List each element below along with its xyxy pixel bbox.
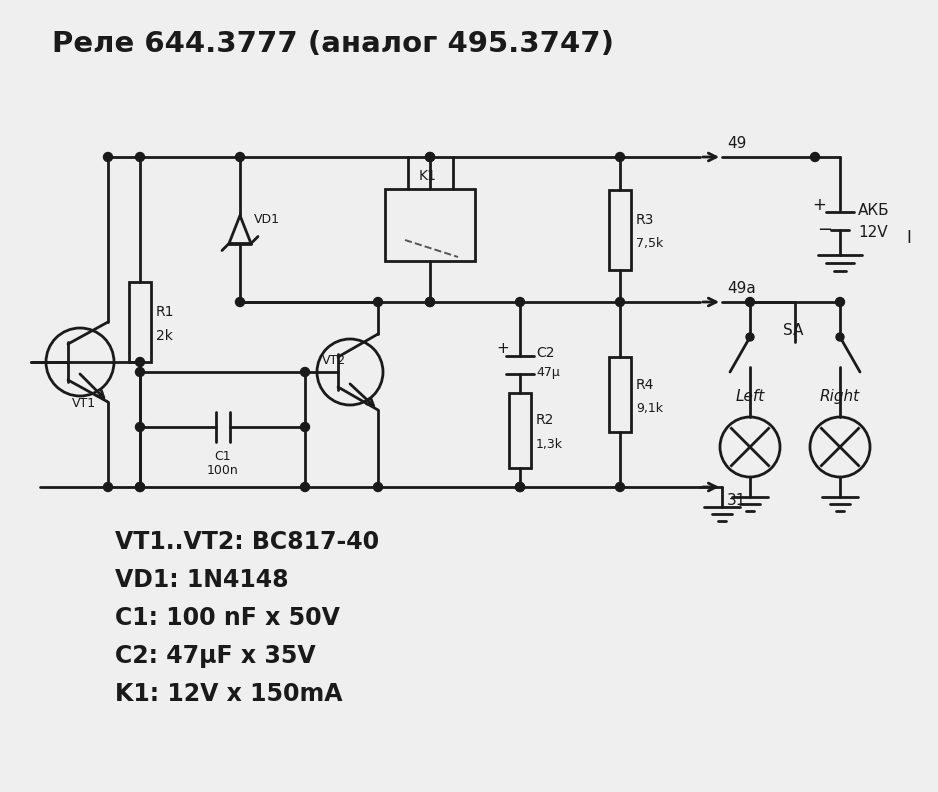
- Circle shape: [615, 153, 625, 162]
- Circle shape: [103, 482, 113, 492]
- Text: +: +: [812, 196, 825, 214]
- Circle shape: [810, 153, 820, 162]
- Text: I: I: [906, 229, 911, 247]
- Circle shape: [135, 367, 144, 376]
- Text: 7,5k: 7,5k: [636, 237, 663, 250]
- Bar: [509, 393, 531, 468]
- Text: VD1: 1N4148: VD1: 1N4148: [115, 568, 289, 592]
- Circle shape: [836, 298, 844, 307]
- Text: R4: R4: [636, 378, 655, 391]
- Text: Left: Left: [735, 389, 764, 404]
- Text: C1: C1: [214, 450, 231, 463]
- Text: VT1..VT2: BC817-40: VT1..VT2: BC817-40: [115, 530, 379, 554]
- Circle shape: [235, 298, 245, 307]
- Text: 1,3k: 1,3k: [536, 438, 563, 451]
- Text: VT2: VT2: [322, 354, 346, 367]
- Circle shape: [235, 153, 245, 162]
- Text: C1: 100 nF x 50V: C1: 100 nF x 50V: [115, 606, 340, 630]
- Circle shape: [300, 422, 310, 432]
- Text: VT1: VT1: [72, 397, 96, 410]
- Text: 100n: 100n: [206, 464, 238, 477]
- Circle shape: [516, 482, 524, 492]
- Text: 49a: 49a: [727, 281, 756, 296]
- Text: 9,1k: 9,1k: [636, 402, 663, 415]
- Circle shape: [300, 482, 310, 492]
- Text: R1: R1: [156, 305, 174, 319]
- Text: 31: 31: [727, 493, 747, 508]
- Circle shape: [373, 298, 383, 307]
- Text: 47μ: 47μ: [536, 366, 560, 379]
- Text: C2: 47μF x 35V: C2: 47μF x 35V: [115, 644, 315, 668]
- Text: K1: 12V x 150mA: K1: 12V x 150mA: [115, 682, 342, 706]
- Text: +: +: [496, 341, 508, 356]
- Text: 12V: 12V: [858, 224, 887, 239]
- Text: Реле 644.3777 (аналог 495.3747): Реле 644.3777 (аналог 495.3747): [52, 30, 614, 58]
- Circle shape: [426, 153, 434, 162]
- Circle shape: [746, 298, 754, 307]
- Bar: [129, 282, 151, 362]
- Circle shape: [746, 333, 754, 341]
- Circle shape: [103, 153, 113, 162]
- Circle shape: [426, 153, 434, 162]
- Circle shape: [516, 482, 524, 492]
- Text: 49: 49: [727, 136, 747, 151]
- Text: R3: R3: [636, 212, 655, 227]
- Bar: [609, 189, 631, 269]
- Text: C2: C2: [536, 345, 554, 360]
- Text: VD1: VD1: [254, 213, 280, 226]
- Text: −: −: [817, 221, 832, 239]
- Circle shape: [426, 298, 434, 307]
- Text: K1: K1: [419, 169, 437, 183]
- Circle shape: [135, 482, 144, 492]
- Circle shape: [426, 298, 434, 307]
- Bar: [609, 357, 631, 432]
- Circle shape: [135, 153, 144, 162]
- Circle shape: [615, 482, 625, 492]
- Circle shape: [516, 298, 524, 307]
- Circle shape: [135, 422, 144, 432]
- Circle shape: [300, 367, 310, 376]
- Text: R2: R2: [536, 413, 554, 427]
- Text: Right: Right: [820, 389, 860, 404]
- Bar: [385, 189, 475, 261]
- Circle shape: [836, 333, 844, 341]
- Text: 2k: 2k: [156, 329, 173, 343]
- Circle shape: [135, 357, 144, 367]
- Text: АКБ: АКБ: [858, 203, 889, 218]
- Circle shape: [135, 482, 144, 492]
- Text: SA: SA: [783, 323, 803, 338]
- Circle shape: [373, 482, 383, 492]
- Circle shape: [615, 298, 625, 307]
